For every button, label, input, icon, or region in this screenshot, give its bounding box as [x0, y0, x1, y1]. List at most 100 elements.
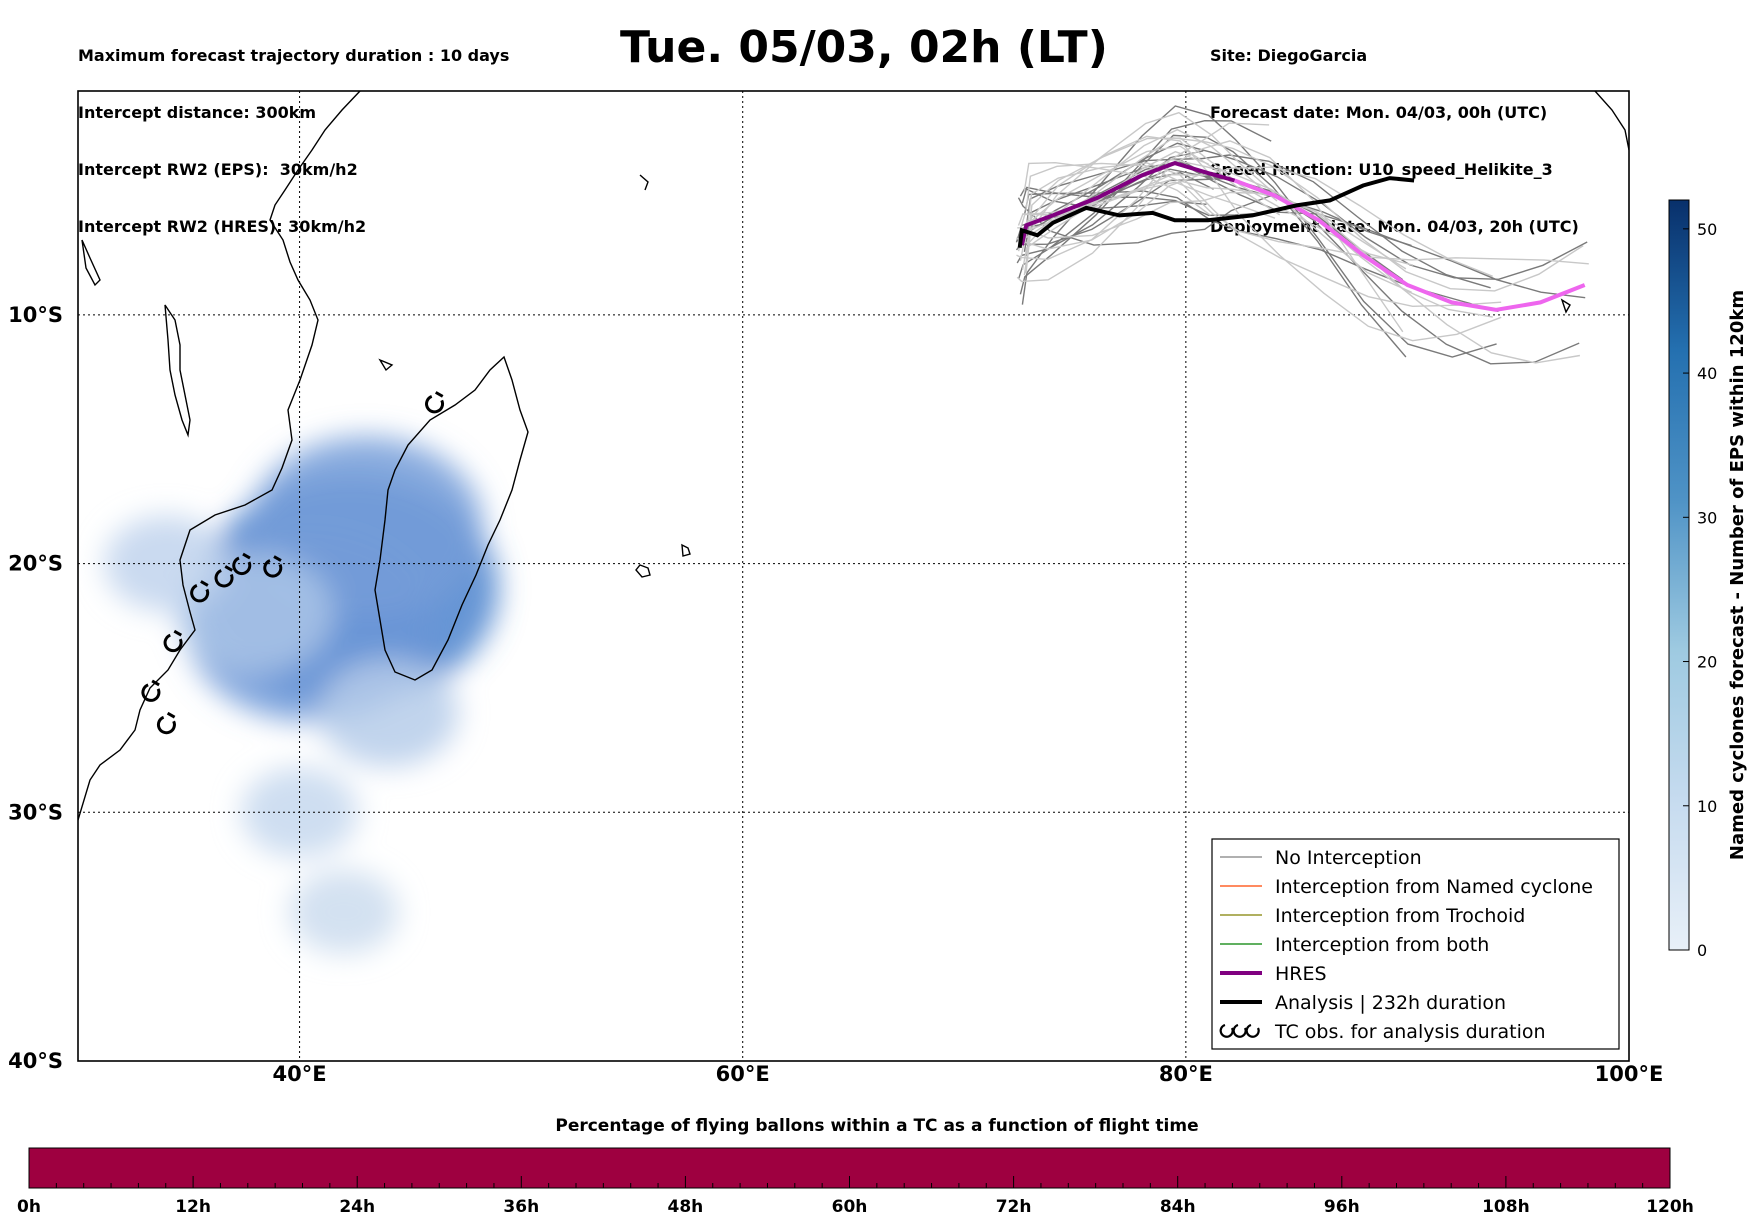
main-tracks — [1017, 160, 1586, 312]
madagascar-coastline — [374, 355, 529, 681]
tc-observation-marker — [263, 555, 283, 578]
flight-time-tick-label: 36h — [503, 1197, 539, 1217]
coastlines — [78, 91, 1629, 821]
ensemble-track — [1023, 161, 1211, 216]
tc-observation-marker — [214, 565, 234, 588]
header-right-line: Site: DiegoGarcia — [1210, 46, 1368, 65]
legend-entry: Analysis | 232h duration — [1220, 992, 1506, 1014]
island-outline — [1560, 298, 1571, 314]
island-outline — [639, 174, 649, 191]
ensemble-track — [1016, 140, 1404, 333]
header-left-line: Intercept RW2 (EPS): 30km/h2 — [78, 160, 358, 179]
header-right-info: Site: DiegoGarcia Forecast date: Mon. 04… — [1210, 8, 1579, 255]
tc-observation-marker — [232, 552, 252, 576]
island-outline — [635, 564, 651, 578]
header-left-line: Intercept distance: 300km — [78, 103, 317, 122]
gridlines — [78, 91, 1629, 1061]
legend-entry: Interception from both — [1220, 934, 1489, 956]
ensemble-track — [1017, 119, 1272, 280]
flight-time-tick-label: 12h — [175, 1197, 211, 1217]
hres-track-extension — [1233, 178, 1586, 312]
legend-box: No Interception Interception from Named c… — [1211, 838, 1620, 1050]
ensemble-tracks — [1015, 105, 1589, 365]
legend-label: Analysis | 232h duration — [1275, 992, 1506, 1014]
flight-time-tick-label: 72h — [996, 1197, 1032, 1217]
colorbar-tick-label: 40 — [1697, 364, 1717, 383]
legend-label: HRES — [1275, 963, 1327, 985]
colorbar: 0 10 20 30 40 50 Named cyclones forecast - Nu… — [1668, 199, 1748, 960]
y-tick-label: 20°S — [8, 552, 63, 576]
lake-outline — [164, 304, 191, 438]
colorbar-label: Named cyclones forecast - Number of EPS … — [1727, 290, 1748, 860]
flight-time-tick-label: 96h — [1324, 1197, 1360, 1217]
header-right-line: Forecast date: Mon. 04/03, 00h (UTC) — [1210, 103, 1548, 122]
legend-entry: Interception from Trochoid — [1220, 905, 1525, 927]
x-tick-label: 60°E — [716, 1062, 770, 1086]
colorbar-tick-label: 50 — [1697, 220, 1717, 239]
tc-observation-marker — [190, 580, 210, 603]
colorbar-tick-label: 20 — [1697, 653, 1717, 672]
colorbar-tick-label: 30 — [1697, 508, 1717, 527]
header-left-line: Maximum forecast trajectory duration : 1… — [78, 46, 510, 65]
flight-time-tick-label: 0h — [17, 1197, 41, 1217]
header-left-line: Intercept RW2 (HRES): 30km/h2 — [78, 217, 367, 236]
flight-time-tick-label: 120h — [1646, 1197, 1694, 1217]
ensemble-track — [1016, 122, 1270, 261]
legend-label: Interception from both — [1275, 934, 1489, 956]
flight-time-tick-label: 48h — [668, 1197, 704, 1217]
tc-symbol-icon — [1219, 1023, 1234, 1038]
ensemble-track — [1025, 111, 1412, 293]
y-tick-label: 40°S — [8, 1049, 63, 1073]
ensemble-track — [1017, 191, 1581, 364]
x-tick-label: 40°E — [273, 1062, 327, 1086]
flight-time-title: Percentage of flying ballons within a TC… — [555, 1116, 1199, 1136]
tc-observation-marker — [141, 679, 161, 702]
legend-label: TC obs. for analysis duration — [1274, 1021, 1546, 1043]
y-axis-ticks: 10°S 20°S 30°S 40°S — [8, 303, 63, 1073]
map-title: Tue. 05/03, 02h (LT) — [620, 22, 1108, 73]
flight-time-bar: 0h 12h 24h 36h 48h 60h 72h 84h 96h 108h 120h — [17, 1147, 1694, 1217]
x-tick-label: 80°E — [1159, 1062, 1213, 1086]
legend-label: Interception from Named cyclone — [1275, 876, 1593, 898]
legend-label: No Interception — [1275, 847, 1422, 869]
ensemble-track — [1026, 137, 1414, 266]
tc-observation-marker — [163, 629, 183, 653]
ensemble-track — [1026, 162, 1280, 240]
tc-observations — [141, 391, 444, 735]
cyclone-density-field — [104, 436, 499, 954]
x-tick-label: 100°E — [1595, 1062, 1664, 1086]
legend-entry: HRES — [1220, 963, 1327, 985]
header-left-info: Maximum forecast trajectory duration : 1… — [78, 8, 509, 255]
header-right-line: Deployment date: Mon. 04/03, 20h (UTC) — [1210, 217, 1579, 236]
density-patch — [104, 515, 230, 612]
tc-symbol-icon — [1245, 1023, 1260, 1038]
legend-entry: Interception from Named cyclone — [1220, 876, 1593, 898]
density-patch — [289, 869, 399, 954]
flight-time-tick-label: 24h — [339, 1197, 375, 1217]
flight-time-tick-label: 84h — [1160, 1197, 1196, 1217]
tc-observation-marker — [156, 711, 176, 735]
tc-observation-marker — [425, 391, 444, 414]
density-patch — [318, 658, 459, 767]
island-outline — [1594, 91, 1629, 151]
y-tick-label: 10°S — [8, 303, 63, 327]
ensemble-track — [1026, 135, 1502, 342]
colorbar-tick-label: 10 — [1697, 797, 1717, 816]
flight-time-tick-label: 108h — [1482, 1197, 1530, 1217]
legend-entry: No Interception — [1220, 847, 1422, 869]
africa-coastline — [78, 91, 361, 821]
ensemble-track — [1021, 150, 1209, 271]
y-tick-label: 30°S — [8, 800, 63, 824]
island-outline — [378, 358, 394, 372]
legend-entry: TC obs. for analysis duration — [1219, 1021, 1546, 1043]
flight-time-tick-label: 60h — [832, 1197, 868, 1217]
tc-symbol-icon — [1232, 1023, 1247, 1038]
legend-label: Interception from Trochoid — [1275, 905, 1525, 927]
x-axis-ticks: 40°E 60°E 80°E 100°E — [273, 1062, 1664, 1086]
analysis-track — [1017, 176, 1415, 248]
plot-frame — [77, 90, 1630, 1062]
hres-track — [1019, 160, 1236, 246]
ensemble-track — [1021, 105, 1497, 358]
island-outline — [681, 543, 691, 557]
